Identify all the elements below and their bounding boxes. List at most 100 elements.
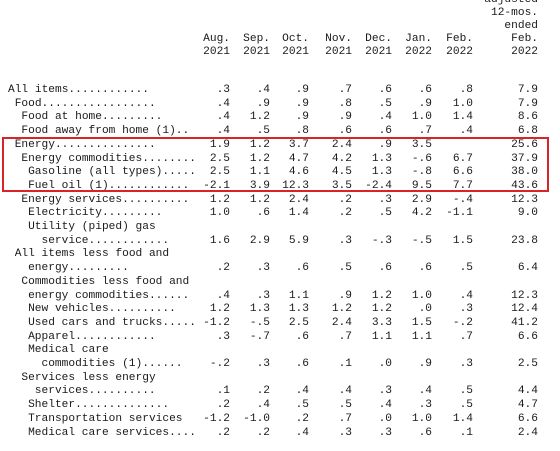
table-cell: -1.0 (243, 412, 270, 425)
row-label: Fuel oil (1)............ (28, 179, 190, 192)
table-cell: 2.5 (288, 316, 309, 329)
table-cell: 3.5 (411, 138, 432, 151)
table-cell: 1.3 (371, 152, 392, 165)
table-cell: .5 (459, 385, 473, 398)
table-cell: .7 (338, 84, 352, 96)
table-cell: .2 (216, 262, 230, 275)
table-cell: .8 (338, 97, 352, 110)
table-cell: .6 (256, 207, 270, 220)
table-cell: -.7 (249, 330, 270, 343)
table-cell: .3 (418, 399, 432, 412)
table-cell: 1.6 (209, 234, 230, 247)
table-cell: .3 (459, 303, 473, 316)
table-cell: .0 (378, 412, 392, 425)
table-cell: .7 (338, 412, 352, 425)
table-cell: 1.4 (452, 111, 473, 124)
row-label: Used cars and trucks..... (28, 316, 196, 329)
row-label: Energy commodities......... (21, 152, 198, 165)
row-label: Electricity......... (28, 207, 163, 220)
table-cell: .5 (378, 97, 392, 110)
column-header-line: 2021 (243, 46, 270, 58)
table-cell: 8.6 (517, 111, 538, 124)
table-cell: 6.4 (517, 262, 538, 275)
table-cell: 2.4 (288, 193, 309, 206)
table-cell: .9 (338, 289, 352, 302)
table-cell: .4 (216, 289, 230, 302)
table-cell: .5 (459, 399, 473, 412)
table-cell: -1.2 (203, 412, 230, 425)
table-cell: -.5 (249, 316, 270, 329)
row-label: Transportation services (28, 412, 183, 425)
row-label: Services less energy (21, 371, 156, 384)
column-header-line: 2021 (325, 46, 352, 58)
table-cell: 6.8 (517, 125, 538, 138)
column-header-line: Feb. (511, 33, 538, 45)
table-cell: -.6 (411, 152, 432, 165)
table-cell: 2.9 (249, 234, 270, 247)
table-cell: .2 (256, 385, 270, 398)
table-cell: .6 (338, 125, 352, 138)
table-cell: 3.7 (288, 138, 309, 151)
column-header-line: Oct. (282, 33, 309, 45)
row-label: energy......... (28, 262, 129, 275)
table-cell: 3.9 (249, 179, 270, 192)
column-header-line: Jan. (405, 33, 432, 45)
table-cell: 4.7 (288, 152, 309, 165)
table-cell: 12.3 (511, 289, 538, 302)
table-cell: .4 (295, 426, 309, 439)
table-cell: 1.3 (288, 303, 309, 316)
table-cell: .6 (378, 125, 392, 138)
table-cell: .6 (295, 330, 309, 343)
table-cell: 2.4 (517, 426, 538, 439)
table-cell: .9 (418, 97, 432, 110)
row-label: All items less food and (14, 248, 170, 261)
table-cell: .4 (378, 399, 392, 412)
table-cell: .6 (378, 84, 392, 96)
table-cell: .3 (378, 385, 392, 398)
table-cell: -.2 (452, 316, 473, 329)
table-cell: .5 (459, 262, 473, 275)
table-cell: .4 (256, 84, 270, 96)
row-label: Shelter.............. (28, 399, 170, 412)
table-cell: 7.7 (452, 179, 473, 192)
table-cell: 4.5 (331, 166, 352, 179)
column-header-line: 2021 (365, 46, 392, 58)
table-cell: .2 (216, 426, 230, 439)
table-cell: .2 (256, 426, 270, 439)
table-cell: 4.4 (517, 385, 538, 398)
table-cell: .4 (378, 111, 392, 124)
table-cell: 1.5 (411, 316, 432, 329)
table-cell: .3 (256, 262, 270, 275)
table-cell: -2.1 (203, 179, 230, 192)
table-cell: 2.5 (517, 358, 538, 370)
row-label: Food away from home (1).. (21, 125, 190, 138)
row-label: Gasoline (all types)...... (28, 166, 198, 179)
table-cell: 2.5 (209, 166, 230, 179)
table-cell: 1.0 (411, 289, 432, 302)
column-header-line: 12-mos. (491, 7, 538, 19)
table-cell: 1.2 (209, 303, 230, 316)
row-label: services.......... (34, 385, 156, 398)
column-header-line: 2021 (282, 46, 309, 58)
table-cell: .1 (459, 426, 473, 439)
table-cell: 1.2 (331, 303, 352, 316)
table-cell: 2.9 (411, 193, 432, 206)
table-cell: .6 (295, 358, 309, 370)
table-cell: .5 (338, 399, 352, 412)
table-cell: 38.0 (511, 166, 538, 179)
table-cell: -2.4 (365, 179, 392, 192)
table-cell: 1.2 (249, 138, 270, 151)
table-cell: .4 (216, 97, 230, 110)
table-cell: 6.6 (452, 166, 473, 179)
table-cell: 1.0 (209, 207, 230, 220)
table-cell: -.3 (371, 234, 392, 247)
row-label: Medical care (28, 344, 109, 357)
table-cell: .4 (216, 111, 230, 124)
table-cell: .9 (256, 97, 270, 110)
table-cell: -.2 (209, 358, 230, 370)
table-cell: 4.2 (411, 207, 432, 220)
table-cell: 43.6 (511, 179, 538, 192)
table-cell: .3 (378, 426, 392, 439)
table-cell: .3 (338, 426, 352, 439)
table-cell: .6 (418, 426, 432, 439)
